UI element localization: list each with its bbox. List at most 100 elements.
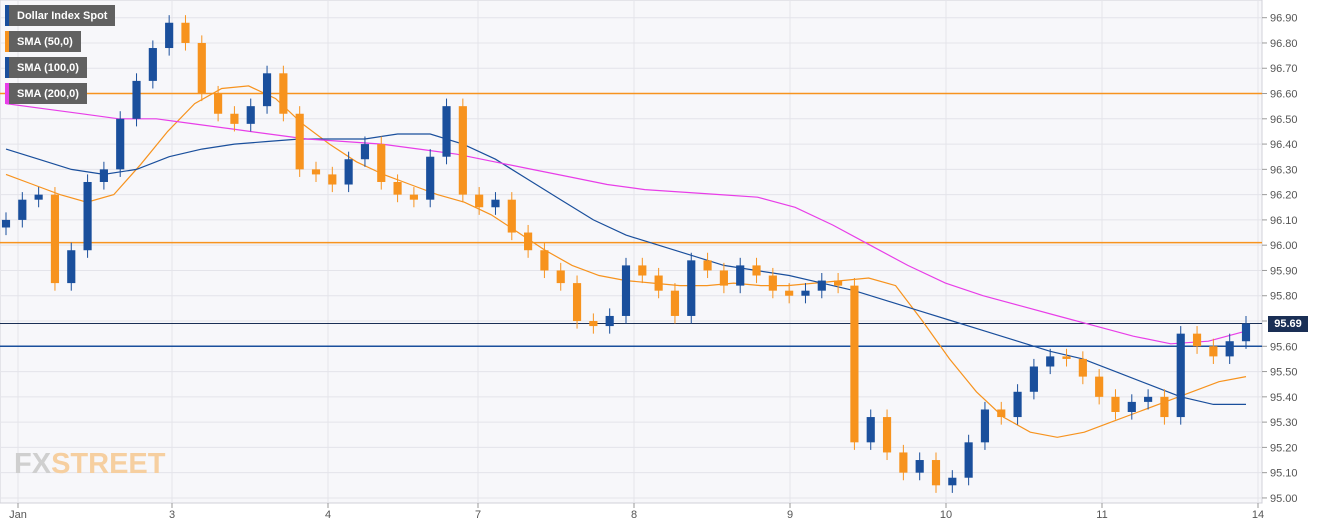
candle-body	[1127, 401, 1136, 413]
y-tick-label: 95.10	[1270, 468, 1298, 480]
candle-body	[915, 460, 924, 473]
y-tick-label: 96.20	[1270, 190, 1298, 202]
candle-body	[1160, 396, 1169, 418]
candle-body	[752, 265, 761, 276]
candle-body	[540, 250, 549, 271]
candle-body	[621, 265, 631, 316]
y-tick-label: 95.90	[1270, 265, 1298, 277]
y-tick-label: 96.70	[1270, 63, 1298, 75]
candle-body	[377, 144, 386, 182]
x-tick-label: 7	[475, 509, 481, 521]
candle-body	[328, 174, 337, 185]
candle-body	[589, 321, 598, 327]
candle-body	[785, 290, 794, 296]
candle-body	[882, 417, 892, 453]
x-tick-label: 9	[787, 509, 793, 521]
x-axis: Jan 3 4 7 8 9 10 11 14	[9, 503, 1264, 521]
candle-body	[1046, 356, 1055, 367]
candle-body	[866, 417, 875, 443]
candle-body	[572, 283, 582, 322]
candle-body	[801, 290, 810, 296]
y-tick-label: 95.00	[1270, 493, 1298, 505]
candle-body	[1062, 356, 1071, 359]
candle-body	[393, 181, 402, 195]
y-tick-label: 95.80	[1270, 291, 1298, 303]
y-tick-label: 95.50	[1270, 367, 1298, 379]
legend: Dollar Index Spot SMA (50,0) SMA (100,0)…	[5, 5, 116, 109]
y-tick-label: 96.00	[1270, 240, 1298, 252]
candle-body	[817, 280, 826, 291]
candle-body	[1176, 333, 1185, 418]
candle-body	[850, 285, 859, 443]
candle-body	[491, 199, 500, 208]
candle-body	[948, 477, 957, 486]
y-tick-label: 95.20	[1270, 442, 1298, 454]
logo-street: STREET	[51, 448, 166, 480]
candle-body	[1241, 323, 1251, 342]
candle-body	[148, 48, 157, 81]
sma-line	[5, 133, 1246, 405]
candle-body	[442, 106, 451, 157]
candle-body	[246, 106, 255, 124]
legend-item-sma200[interactable]: SMA (200,0)	[5, 83, 87, 104]
y-tick-label: 96.30	[1270, 164, 1298, 176]
y-tick-label: 96.10	[1270, 215, 1298, 227]
legend-label: SMA (100,0)	[17, 61, 79, 74]
x-tick-label: Jan	[9, 509, 27, 521]
logo-fx: FX	[14, 448, 52, 480]
candle-body	[230, 113, 239, 124]
candle-body	[458, 106, 467, 195]
fxstreet-logo: FXSTREET	[14, 448, 165, 481]
candle-body	[475, 194, 484, 208]
legend-label: Dollar Index Spot	[17, 9, 108, 22]
candle-body	[181, 22, 190, 43]
candle-body	[165, 22, 174, 49]
legend-swatch-price	[5, 5, 9, 26]
sma-line	[5, 103, 1247, 345]
legend-item-sma50[interactable]: SMA (50,0)	[5, 31, 81, 52]
candle-body	[116, 118, 125, 170]
candle-body	[1029, 366, 1038, 392]
candle-body	[360, 144, 370, 160]
candle-body	[719, 270, 728, 286]
candle-body	[99, 169, 108, 182]
y-tick-label: 95.30	[1270, 417, 1298, 429]
candle-body	[524, 232, 533, 251]
legend-swatch-sma50	[5, 31, 9, 52]
legend-swatch-sma200	[5, 83, 9, 104]
y-tick-label: 96.60	[1270, 89, 1298, 101]
y-tick-label: 96.90	[1270, 13, 1298, 25]
candle-body	[1209, 346, 1218, 357]
current-price-tag: 95.69	[1268, 316, 1308, 332]
plot-area	[0, 0, 1263, 504]
candle-body	[18, 199, 27, 220]
candle-body	[980, 409, 990, 443]
candle-body	[1, 219, 11, 228]
legend-label: SMA (50,0)	[17, 35, 73, 48]
candle-body	[262, 73, 272, 107]
candle-body	[703, 260, 712, 271]
candle-body	[67, 250, 76, 284]
candle-body	[279, 73, 288, 114]
candle-body	[409, 194, 418, 200]
candle-body	[295, 113, 304, 170]
candle-body	[1111, 396, 1120, 413]
y-axis: 96.90 96.80 96.70 96.60 96.50 96.40 96.30 96.20…	[1262, 13, 1298, 505]
x-tick-label: 11	[1096, 509, 1107, 521]
candle-body	[556, 270, 565, 284]
candle-body	[638, 265, 647, 276]
legend-item-price[interactable]: Dollar Index Spot	[5, 5, 116, 26]
candle-body	[834, 280, 843, 286]
candle-body	[997, 409, 1006, 418]
candle-body	[426, 156, 435, 200]
candle-body	[34, 194, 43, 200]
candle-body	[50, 194, 60, 284]
y-tick-label: 96.50	[1270, 114, 1298, 126]
candle-body	[132, 80, 141, 119]
y-tick-label: 95.60	[1270, 341, 1298, 353]
x-tick-label: 14	[1252, 509, 1264, 521]
candle-body	[197, 42, 206, 94]
legend-item-sma100[interactable]: SMA (100,0)	[5, 57, 87, 78]
x-tick-label: 8	[631, 509, 637, 521]
